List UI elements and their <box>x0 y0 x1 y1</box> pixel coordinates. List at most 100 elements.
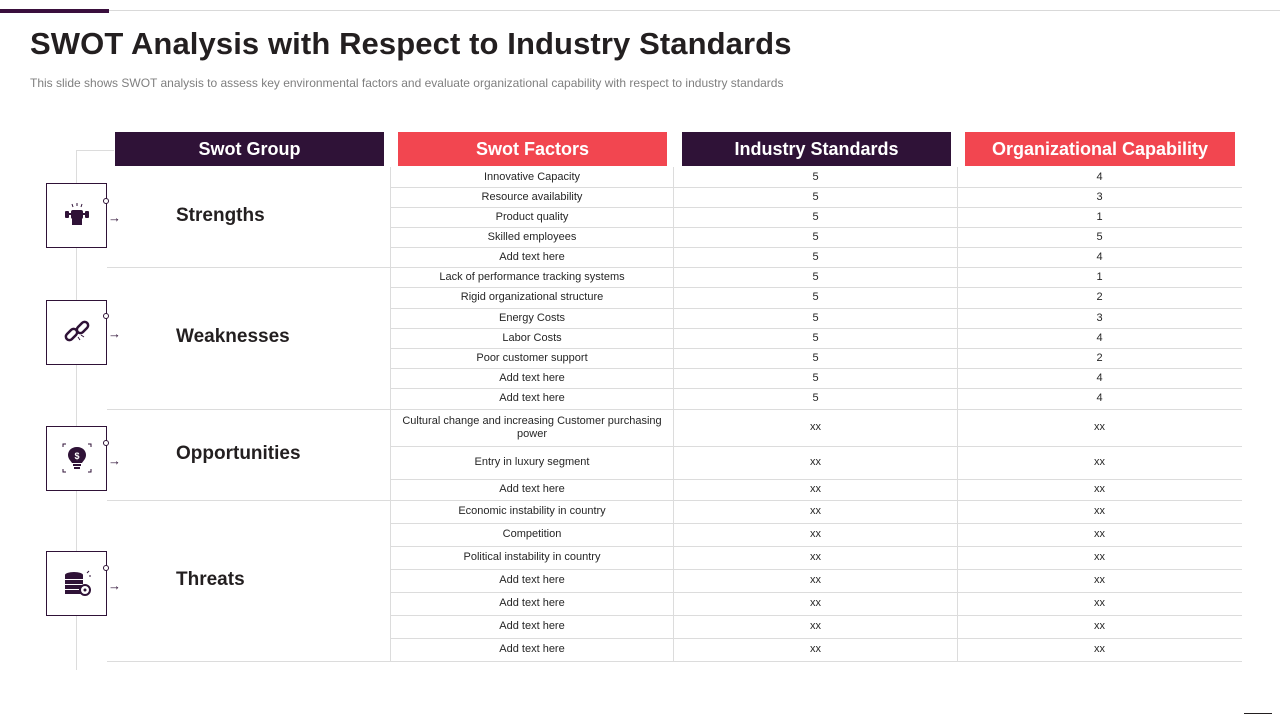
factor-cell: Skilled employees <box>487 230 577 243</box>
factor-cell: Rigid organizational structure <box>460 291 604 303</box>
strengths-arrow-icon: → <box>108 210 121 225</box>
header-industry-standards: Industry Standards <box>682 132 951 166</box>
row-divider <box>391 368 1242 369</box>
row-divider <box>391 569 1242 570</box>
industry-value-cell: xx <box>810 505 821 517</box>
org-capability-cell: xx <box>1094 643 1105 655</box>
org-capability-cell: xx <box>1094 597 1105 609</box>
header-swot-factors: Swot Factors <box>398 132 667 166</box>
org-capability-cell: xx <box>1094 456 1105 468</box>
row-divider <box>391 187 1242 188</box>
row-divider <box>391 446 1242 447</box>
factor-cell: Entry in luxury segment <box>474 456 590 468</box>
factor-cell: Economic instability in country <box>458 505 606 517</box>
org-capability-cell: 3 <box>1096 190 1103 203</box>
industry-value-cell: xx <box>810 574 821 586</box>
strengths-node-dot <box>103 198 109 204</box>
threats-icon-box <box>46 551 107 616</box>
corner-mark <box>1244 713 1272 714</box>
org-capability-cell: 1 <box>1096 210 1103 223</box>
factor-cell: Cultural change and increasing Customer … <box>402 414 662 440</box>
org-capability-cell: xx <box>1094 528 1105 540</box>
org-capability-cell: 4 <box>1096 371 1103 384</box>
industry-value-cell: 5 <box>812 291 819 303</box>
row-divider <box>391 388 1242 389</box>
org-capability-cell: 2 <box>1096 291 1103 303</box>
org-capability-cell: 2 <box>1096 351 1103 364</box>
top-rule <box>0 10 1280 11</box>
org-capability-cell: xx <box>1094 505 1105 517</box>
weaknesses-node-dot <box>103 313 109 319</box>
org-capability-cell: 4 <box>1096 170 1103 183</box>
org-capability-cell: 4 <box>1096 331 1103 344</box>
opportunities-icon-box: $ <box>46 426 107 491</box>
factor-cell: Product quality <box>495 210 569 223</box>
industry-value-cell: 5 <box>812 351 819 364</box>
row-divider <box>391 546 1242 547</box>
column-divider <box>957 167 958 661</box>
group-divider <box>107 661 1242 662</box>
industry-value-cell: 5 <box>812 371 819 384</box>
factor-cell: Add text here <box>499 597 565 609</box>
opportunities-arrow-icon: → <box>108 453 121 468</box>
row-divider <box>391 615 1242 616</box>
threats-node-dot <box>103 565 109 571</box>
industry-value-cell: xx <box>810 597 821 609</box>
factor-cell: Add text here <box>499 371 565 384</box>
org-capability-cell: xx <box>1094 620 1105 632</box>
group-label-opportunities: Opportunities <box>176 442 301 464</box>
industry-value-cell: xx <box>810 551 821 563</box>
strength-fist-icon <box>65 203 89 225</box>
broken-chain-icon <box>64 320 90 342</box>
row-divider <box>391 328 1242 329</box>
factor-cell: Add text here <box>499 620 565 632</box>
org-capability-cell: 5 <box>1096 230 1103 243</box>
group-label-strengths: Strengths <box>176 205 265 226</box>
org-capability-cell: 3 <box>1096 311 1103 324</box>
industry-value-cell: 5 <box>812 392 819 404</box>
industry-value-cell: xx <box>810 456 821 468</box>
group-label-threats: Threats <box>176 568 245 590</box>
timeline-connector-top <box>76 150 114 151</box>
threats-arrow-icon: → <box>108 578 121 593</box>
row-divider <box>391 287 1242 288</box>
strengths-icon-box <box>46 183 107 248</box>
group-divider <box>107 500 1242 501</box>
industry-value-cell: 5 <box>812 230 819 243</box>
factor-cell: Add text here <box>499 574 565 586</box>
idea-bulb-dollar-icon: $ <box>62 443 92 473</box>
org-capability-cell: 4 <box>1096 392 1103 404</box>
row-divider <box>391 247 1242 248</box>
industry-value-cell: xx <box>810 421 821 433</box>
factor-cell: Labor Costs <box>502 331 562 344</box>
industry-value-cell: 5 <box>812 250 819 263</box>
factor-cell: Lack of performance tracking systems <box>439 270 625 283</box>
row-divider <box>391 308 1242 309</box>
org-capability-cell: xx <box>1094 574 1105 586</box>
opportunities-node-dot <box>103 440 109 446</box>
factor-cell: Add text here <box>499 392 565 404</box>
column-divider <box>390 167 391 661</box>
factor-cell: Political instability in country <box>463 551 601 563</box>
org-capability-cell: 4 <box>1096 250 1103 263</box>
svg-text:$: $ <box>74 451 79 461</box>
factor-cell: Competition <box>502 528 562 540</box>
industry-value-cell: 5 <box>812 311 819 324</box>
page-title: SWOT Analysis with Respect to Industry S… <box>30 26 792 61</box>
column-divider <box>673 167 674 661</box>
factor-cell: Add text here <box>499 250 565 263</box>
coin-stack-threat-icon <box>65 570 91 596</box>
org-capability-cell: xx <box>1094 483 1105 495</box>
top-accent-bar <box>0 9 109 13</box>
factor-cell: Poor customer support <box>476 351 588 364</box>
industry-value-cell: xx <box>810 620 821 632</box>
org-capability-cell: xx <box>1094 421 1105 433</box>
header-organizational-capability: Organizational Capability <box>965 132 1235 166</box>
industry-value-cell: 5 <box>812 331 819 344</box>
org-capability-cell: xx <box>1094 551 1105 563</box>
industry-value-cell: xx <box>810 643 821 655</box>
row-divider <box>391 638 1242 639</box>
row-divider <box>391 348 1242 349</box>
header-swot-group: Swot Group <box>115 132 384 166</box>
group-divider <box>107 409 1242 410</box>
